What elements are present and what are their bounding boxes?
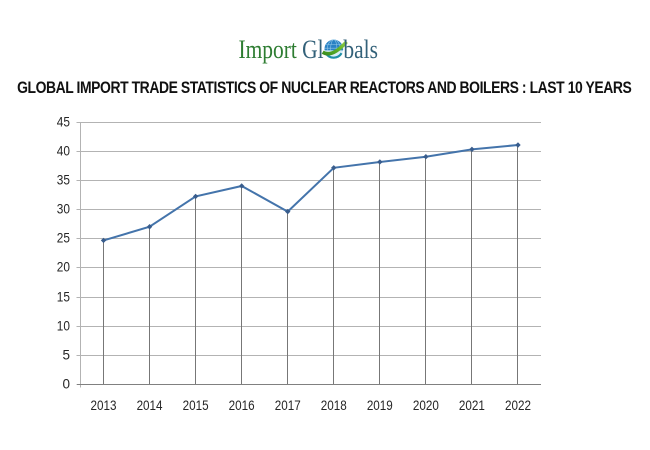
- svg-text:5: 5: [62, 348, 70, 363]
- svg-text:2017: 2017: [275, 398, 301, 413]
- svg-text:45: 45: [57, 115, 70, 130]
- svg-text:2022: 2022: [505, 398, 531, 413]
- svg-text:15: 15: [57, 290, 70, 305]
- svg-text:2016: 2016: [229, 398, 255, 413]
- svg-text:40: 40: [57, 144, 70, 159]
- svg-text:10: 10: [57, 319, 70, 334]
- svg-text:30: 30: [57, 202, 70, 217]
- svg-text:2021: 2021: [459, 398, 485, 413]
- svg-text:2019: 2019: [367, 398, 393, 413]
- svg-text:35: 35: [57, 173, 70, 188]
- svg-text:25: 25: [57, 231, 70, 246]
- svg-text:20: 20: [57, 260, 70, 275]
- svg-text:0: 0: [62, 377, 70, 392]
- svg-text:2018: 2018: [321, 398, 347, 413]
- svg-text:2014: 2014: [137, 398, 163, 413]
- svg-text:2013: 2013: [91, 398, 117, 413]
- svg-text:2015: 2015: [183, 398, 209, 413]
- svg-text:2020: 2020: [413, 398, 439, 413]
